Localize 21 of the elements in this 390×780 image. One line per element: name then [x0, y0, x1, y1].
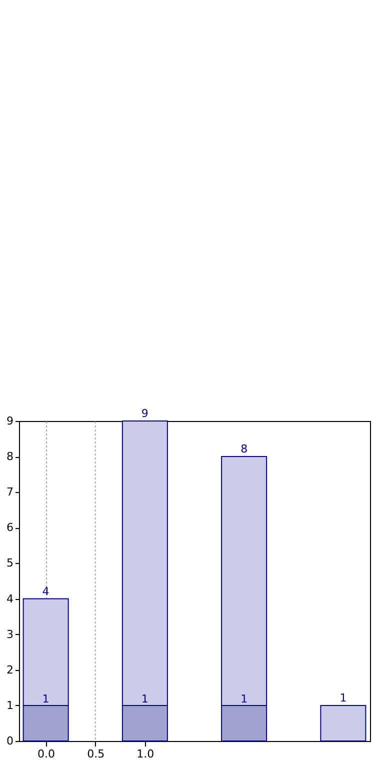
y-tick-label: 2 [6, 663, 14, 676]
data-label: 1 [141, 692, 148, 706]
total-label: 1 [340, 691, 347, 704]
y-tick-label: 5 [6, 556, 14, 570]
y-tick-label: 4 [6, 592, 14, 606]
y-tick-label: 6 [6, 521, 14, 534]
y-tick-label: 1 [6, 698, 14, 712]
y-tick-label: 7 [6, 486, 14, 499]
total-label: 9 [141, 407, 148, 420]
total-label: 4 [42, 584, 50, 598]
data-label: 1 [42, 692, 50, 706]
x-tick-label: 0.0 [38, 748, 56, 760]
y-tick-label: 9 [6, 414, 14, 428]
y-tick-label: 0 [6, 734, 14, 748]
data-label: 1 [240, 692, 248, 706]
bar [320, 704, 366, 742]
x-tick-label: 1.0 [136, 748, 154, 760]
y-tick-label: 3 [6, 628, 14, 641]
total-label: 8 [240, 442, 248, 456]
x-tick-label: 0.5 [87, 748, 105, 760]
y-tick-label: 8 [6, 450, 14, 464]
